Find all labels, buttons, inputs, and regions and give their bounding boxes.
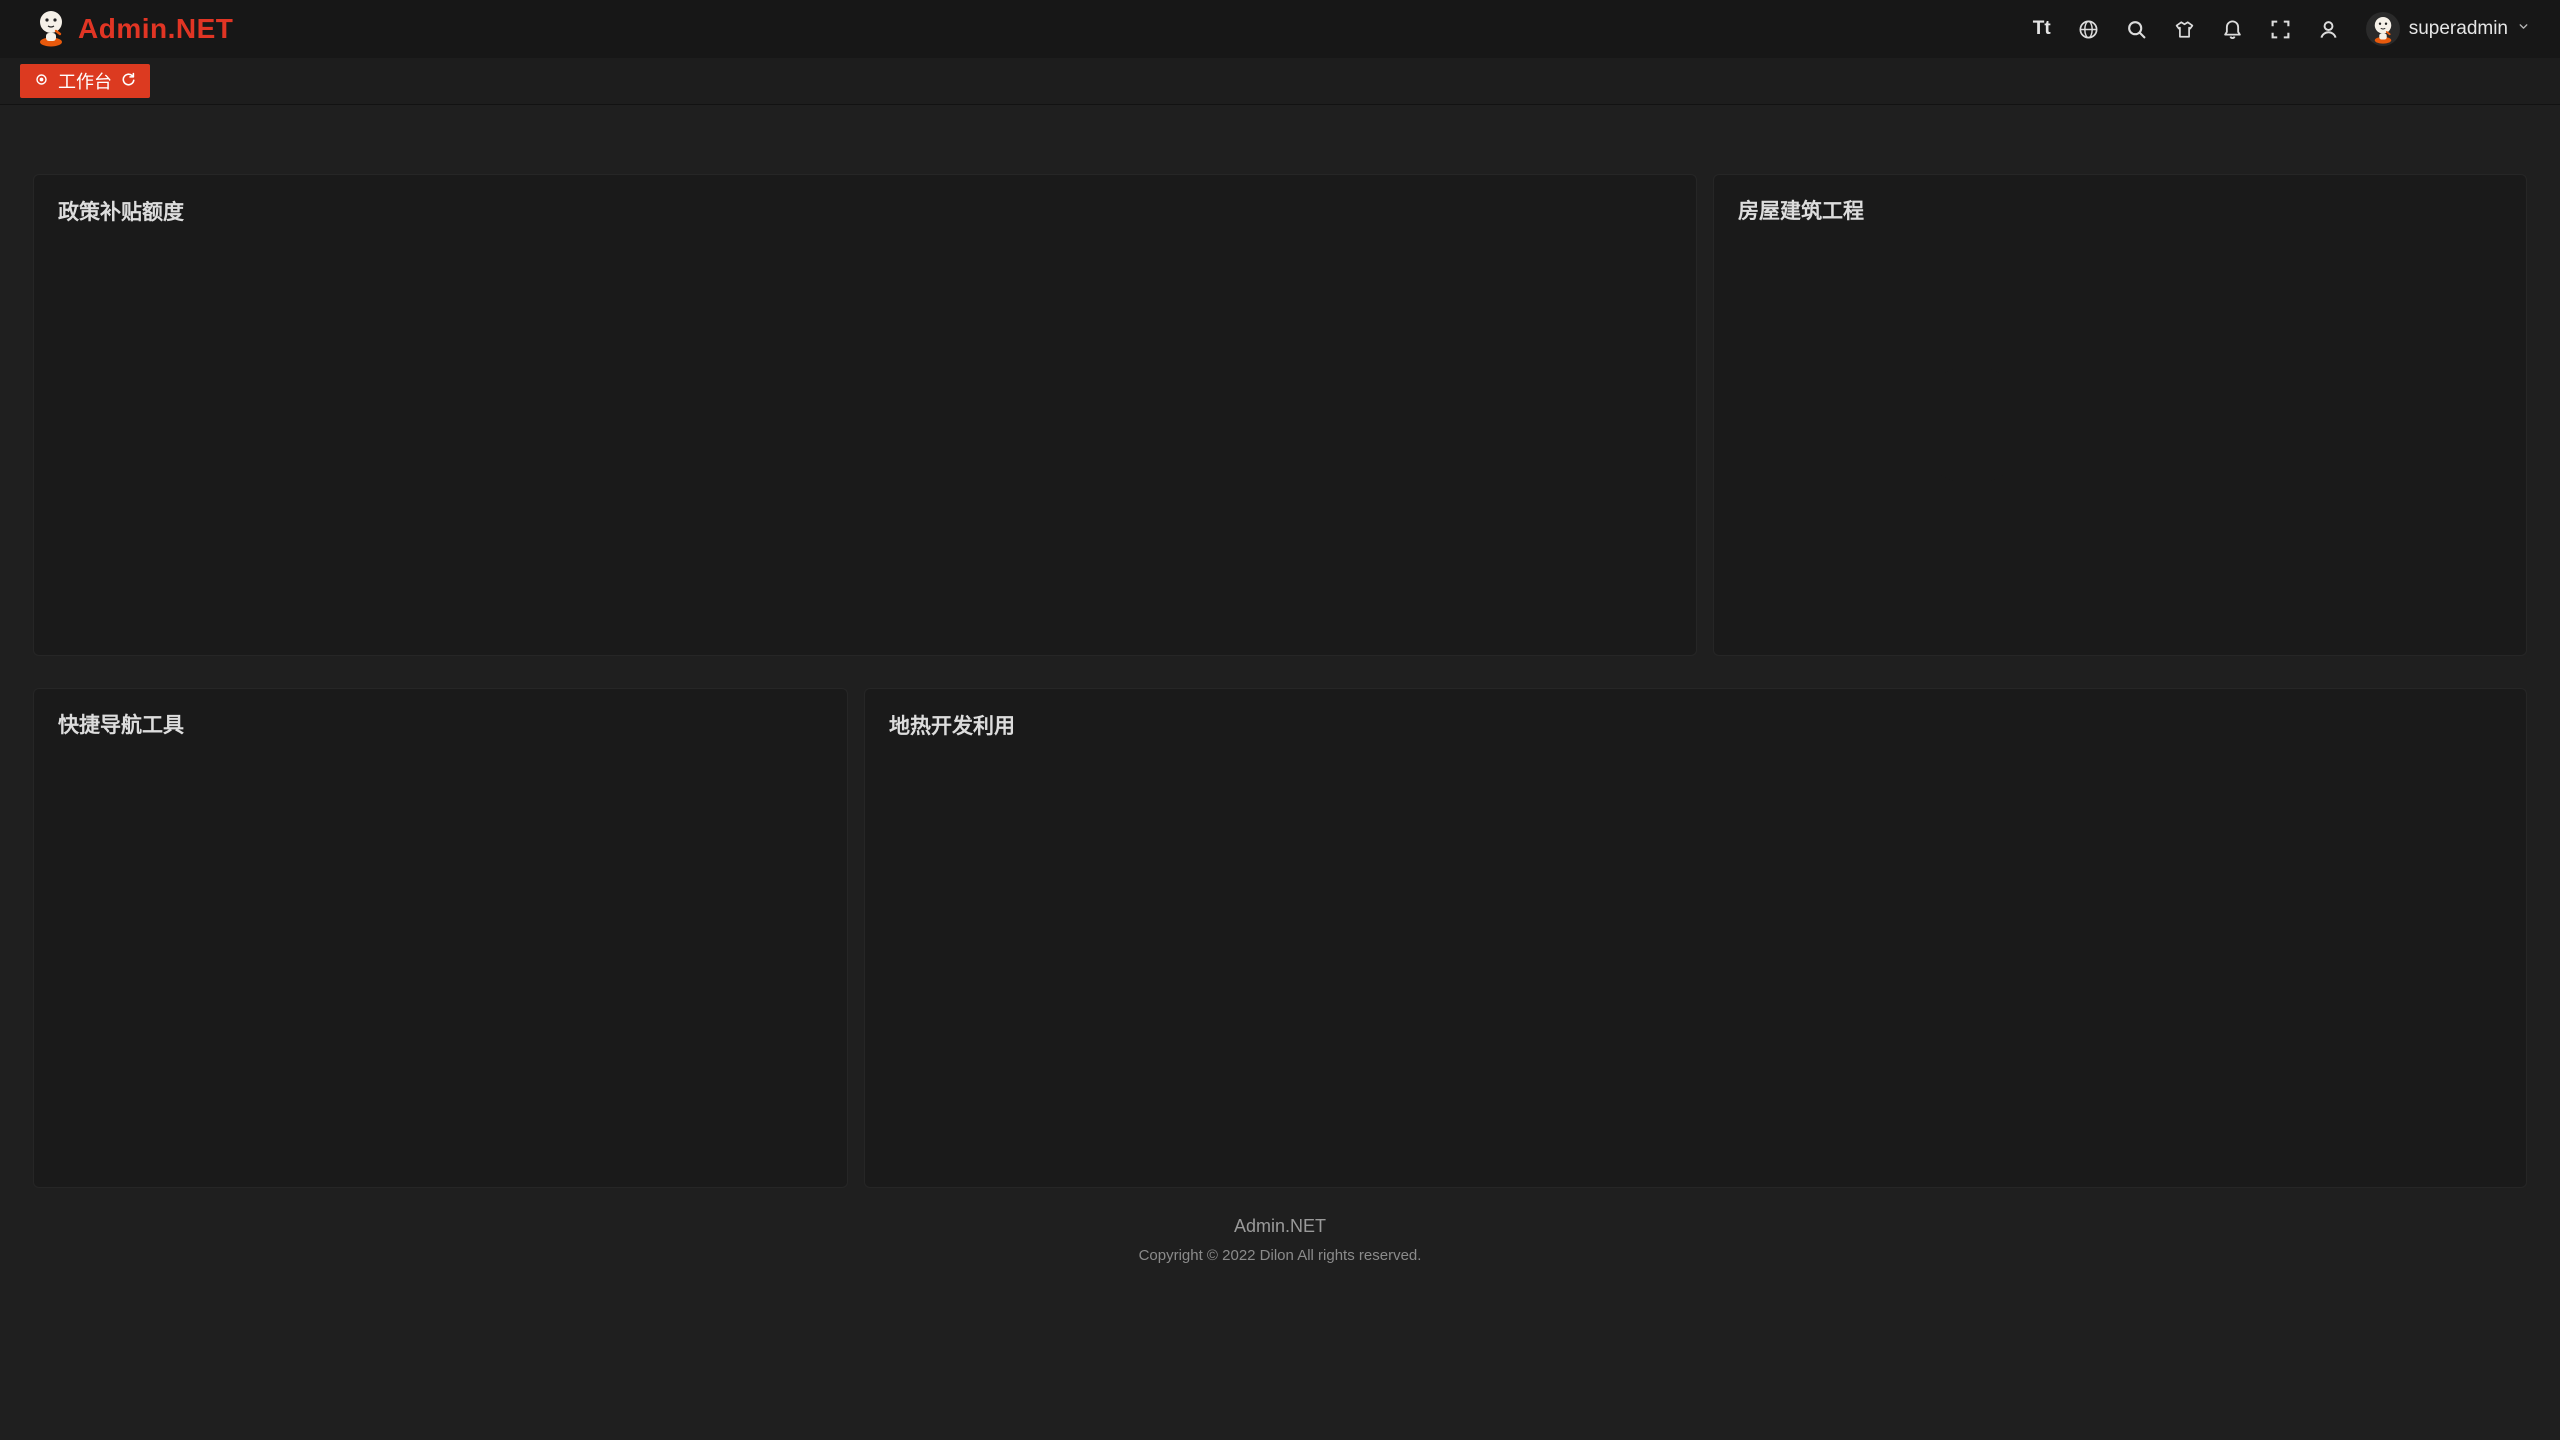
footer: Admin.NET Copyright © 2022 Dilon All rig…	[33, 1216, 2527, 1264]
font-size-icon[interactable]: Tt	[2032, 18, 2051, 39]
panel-title: 房屋建筑工程	[1738, 200, 1864, 223]
app-logo[interactable]: Admin.NET	[34, 0, 233, 58]
tab-label: 工作台	[58, 72, 112, 92]
subsidy-line-chart	[58, 233, 1674, 633]
donut-hole	[1913, 366, 2031, 484]
panel-title: 快捷导航工具	[58, 714, 184, 737]
building-donut-chart	[1866, 319, 2078, 531]
charts-row: 政策补贴额度 房屋建筑工程	[33, 174, 2527, 656]
panel-title: 政策补贴额度	[58, 201, 184, 224]
panel-building-pie: 房屋建筑工程	[1713, 174, 2527, 656]
panel-geothermal-chart: 地热开发利用	[864, 688, 2527, 1188]
page-content: 政策补贴额度 房屋建筑工程 快捷导航工具 地热开发利用 Admin.N	[0, 142, 2560, 1264]
tabbar: 工作台	[0, 58, 2560, 104]
navbar: Admin.NET Tt superadmin	[0, 0, 2560, 58]
footer-brand: Admin.NET	[1233, 1216, 1327, 1236]
user-menu[interactable]: superadmin	[2365, 12, 2530, 46]
geothermal-chart	[889, 747, 2502, 1167]
mascot-icon	[34, 7, 68, 52]
dot-circle-icon	[34, 71, 49, 92]
panel-title: 地热开发利用	[889, 715, 1015, 738]
chevron-down-icon	[2517, 20, 2530, 38]
footer-copyright: Copyright © 2022 Dilon All rights reserv…	[1138, 1247, 1422, 1264]
avatar	[2365, 12, 2400, 46]
user-name: superadmin	[2408, 18, 2508, 39]
profile-icon[interactable]	[2318, 19, 2339, 40]
notifications-icon[interactable]	[2222, 19, 2243, 40]
tab-workbench[interactable]: 工作台	[20, 64, 150, 98]
refresh-icon[interactable]	[121, 71, 136, 92]
panel-subsidy-chart: 政策补贴额度	[33, 174, 1697, 656]
panel-quick-nav: 快捷导航工具	[33, 688, 848, 1188]
logo-text: Admin.NET	[78, 13, 234, 44]
search-icon[interactable]	[2126, 19, 2147, 40]
fullscreen-icon[interactable]	[2270, 19, 2291, 40]
bottom-row: 快捷导航工具 地热开发利用	[33, 688, 2527, 1188]
theme-icon[interactable]	[2174, 19, 2195, 40]
navbar-tools: Tt superadmin	[2033, 0, 2530, 58]
language-icon[interactable]	[2078, 19, 2099, 40]
